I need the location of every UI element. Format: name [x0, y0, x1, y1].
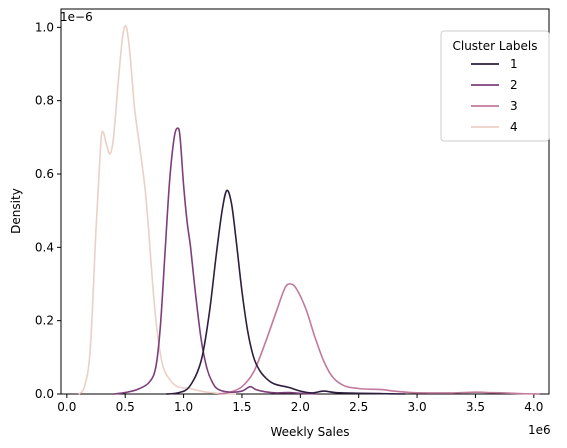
y-axis-label: Density	[9, 188, 23, 234]
legend-label-3: 3	[510, 99, 518, 113]
x-tick-label: 0.0	[57, 400, 76, 414]
y-tick-label: 0.0	[35, 387, 54, 401]
y-ticks: 0.0 0.2 0.4 0.6 0.8 1.0	[35, 20, 61, 401]
x-axis-label: Weekly Sales	[270, 425, 349, 439]
y-tick-label: 0.4	[35, 240, 54, 254]
series-line-4	[77, 25, 237, 395]
y-offset-label: 1e−6	[60, 10, 93, 24]
y-tick-label: 0.8	[35, 94, 54, 108]
x-tick-label: 2.0	[291, 400, 310, 414]
legend: Cluster Labels 1 2 3 4	[440, 30, 550, 142]
y-tick-label: 0.2	[35, 314, 54, 328]
x-tick-label: 3.5	[466, 400, 485, 414]
x-tick-label: 2.5	[349, 400, 368, 414]
x-ticks: 0.0 0.5 1.0 1.5 2.0 2.5 3.0 3.5 4.0	[57, 394, 543, 414]
legend-frame	[440, 30, 550, 142]
x-tick-label: 1.0	[174, 400, 193, 414]
legend-entries: 1 2 3 4	[471, 57, 518, 134]
x-tick-label: 4.0	[524, 400, 543, 414]
x-tick-label: 3.0	[408, 400, 427, 414]
legend-label-2: 2	[510, 78, 518, 92]
series-line-1	[165, 189, 406, 395]
y-tick-label: 1.0	[35, 20, 54, 34]
legend-label-1: 1	[510, 57, 518, 71]
x-tick-label: 0.5	[116, 400, 135, 414]
series-line-3	[218, 283, 540, 395]
x-offset-label: 1e6	[528, 423, 551, 437]
legend-title: Cluster Labels	[452, 39, 537, 53]
legend-label-4: 4	[510, 120, 518, 134]
x-tick-label: 1.5	[232, 400, 251, 414]
series-line-2	[113, 127, 318, 395]
y-tick-label: 0.6	[35, 167, 54, 181]
series-lines	[77, 25, 540, 395]
